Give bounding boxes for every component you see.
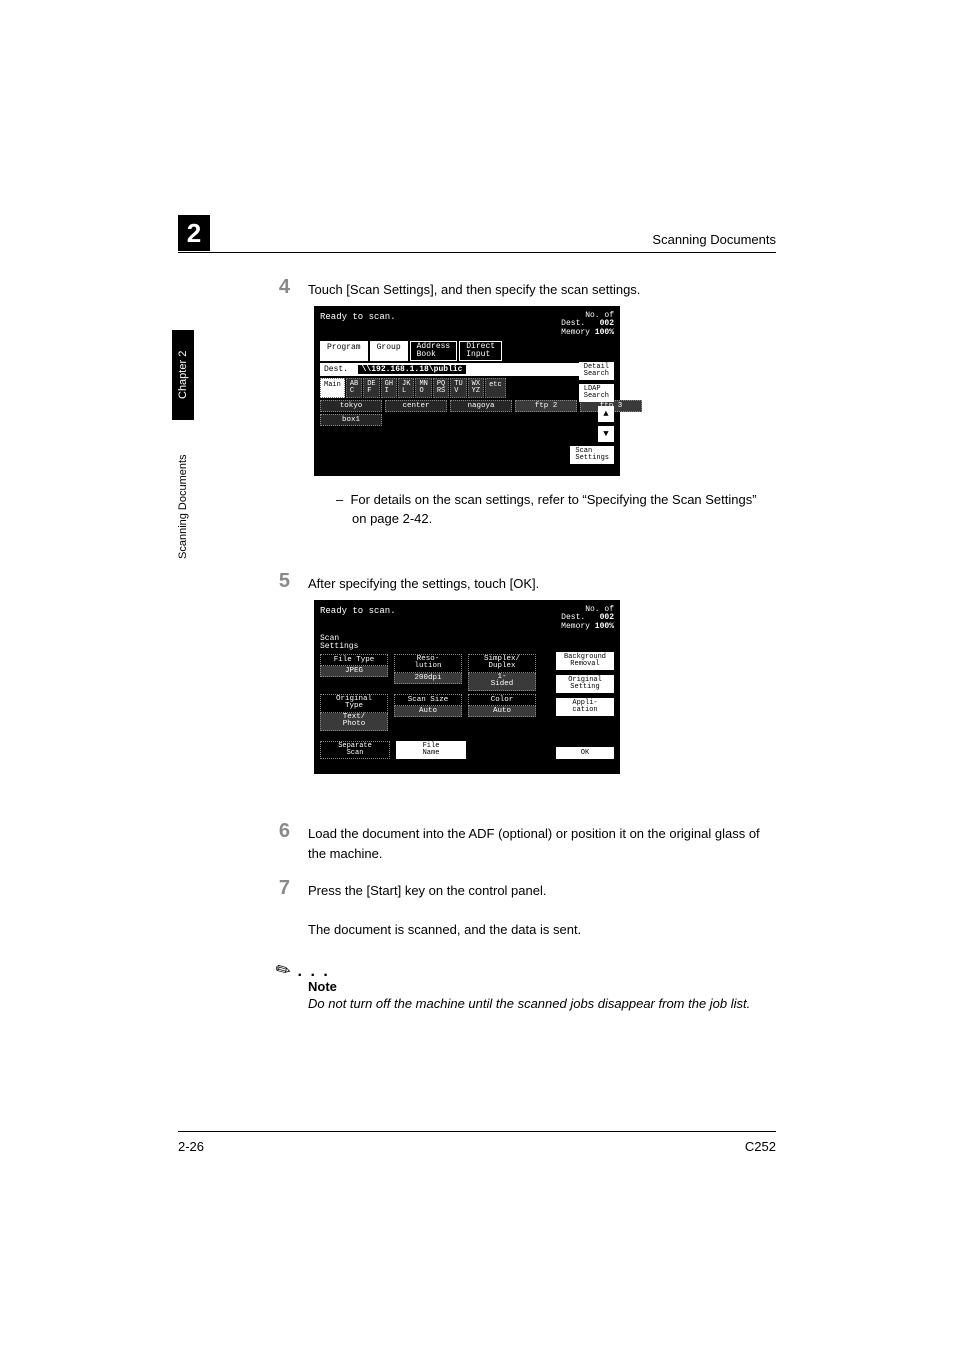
step-7: 7 Press the [Start] key on the control p…	[276, 877, 772, 940]
file-name-button[interactable]: File Name	[396, 741, 466, 759]
index-key[interactable]: PQ RS	[433, 378, 449, 398]
step-number: 5	[276, 570, 290, 593]
setting-resolution[interactable]: Reso- lution200dpi	[394, 654, 462, 691]
step-text: After specifying the settings, touch [OK…	[308, 570, 539, 594]
setting-original-type[interactable]: Original TypeText/ Photo	[320, 694, 388, 731]
index-key[interactable]: GH I	[381, 378, 397, 398]
index-key[interactable]: etc	[485, 378, 506, 398]
ldap-search-button[interactable]: LDAP Search	[579, 384, 614, 402]
step-4-detail: – For details on the scan settings, refe…	[336, 490, 772, 529]
note-heading: Note	[308, 979, 772, 994]
settings-row-3: Separate Scan File Name OK	[320, 741, 614, 759]
step-text: Press the [Start] key on the control pan…	[308, 877, 581, 940]
index-key[interactable]: DE F	[363, 378, 379, 398]
index-key[interactable]: TU V	[450, 378, 466, 398]
ok-button[interactable]: OK	[556, 747, 614, 759]
setting-scan-size[interactable]: Scan SizeAuto	[394, 694, 462, 731]
running-title: Scanning Documents	[652, 232, 776, 247]
application-button[interactable]: Appli- cation	[556, 698, 614, 716]
dest-item[interactable]: ftp 2	[515, 400, 577, 412]
lcd-ready: Ready to scan.	[320, 312, 396, 322]
lcd-ready: Ready to scan.	[320, 606, 396, 616]
index-main[interactable]: Main	[320, 378, 345, 398]
lcd-mem: No. of Dest. 002 Memory 100%	[561, 606, 614, 632]
note-block: ✎ . . . Note Do not turn off the machine…	[276, 960, 772, 1014]
page-number: 2-26	[178, 1139, 204, 1154]
header-rule	[178, 252, 776, 253]
dest-item[interactable]: tokyo	[320, 400, 382, 412]
side-tab-section: Scanning Documents	[172, 422, 194, 592]
step-text: Load the document into the ADF (optional…	[308, 820, 772, 863]
step-4: 4 Touch [Scan Settings], and then specif…	[276, 276, 772, 300]
step-number: 6	[276, 820, 290, 843]
index-key[interactable]: JK L	[398, 378, 414, 398]
tab-group[interactable]: Group	[370, 341, 408, 361]
scroll-up-icon[interactable]: ▲	[598, 406, 614, 422]
dest-item[interactable]: center	[385, 400, 447, 412]
step-6: 6 Load the document into the ADF (option…	[276, 820, 772, 863]
chapter-number-badge: 2	[178, 215, 210, 251]
original-setting-button[interactable]: Original Setting	[556, 675, 614, 693]
setting-file-type[interactable]: File TypeJPEG	[320, 654, 388, 691]
note-dots: . . .	[298, 963, 330, 980]
scroll-down-icon[interactable]: ▼	[598, 426, 614, 442]
detail-search-button[interactable]: Detail Search	[579, 362, 614, 380]
separate-scan-button[interactable]: Separate Scan	[320, 741, 390, 759]
background-removal-button[interactable]: Background Removal	[556, 652, 614, 670]
index-key[interactable]: WX YZ	[468, 378, 484, 398]
lcd-mem: No. of Dest. 002 Memory 100%	[561, 312, 614, 338]
tab-direct-input[interactable]: Direct Input	[459, 341, 502, 361]
footer-rule	[178, 1131, 776, 1132]
step-5: 5 After specifying the settings, touch […	[276, 570, 772, 594]
model-code: C252	[745, 1139, 776, 1154]
setting-color[interactable]: ColorAuto	[468, 694, 536, 731]
tab-program[interactable]: Program	[320, 341, 368, 361]
index-key[interactable]: MN O	[415, 378, 431, 398]
step-number: 4	[276, 276, 290, 299]
step-text: Touch [Scan Settings], and then specify …	[308, 276, 640, 300]
note-body: Do not turn off the machine until the sc…	[308, 994, 772, 1014]
dest-item[interactable]: nagoya	[450, 400, 512, 412]
lcd-scan-settings: Ready to scan. No. of Dest. 002 Memory 1…	[314, 600, 620, 774]
lcd-tabs: Program Group Address Book Direct Input	[320, 341, 614, 361]
setting-duplex[interactable]: Simplex/ Duplex1- Sided	[468, 654, 536, 691]
dest-item[interactable]: box1	[320, 414, 382, 426]
step-number: 7	[276, 877, 290, 900]
scan-settings-button[interactable]: Scan Settings	[570, 446, 614, 464]
index-key[interactable]: AB C	[346, 378, 362, 398]
side-tab-chapter: Chapter 2	[172, 330, 194, 420]
tab-address-book[interactable]: Address Book	[410, 341, 458, 361]
lcd-section-title: Scan Settings	[320, 635, 614, 651]
pencil-icon: ✎	[272, 957, 296, 983]
lcd-scan-dest: Ready to scan. No. of Dest. 002 Memory 1…	[314, 306, 620, 476]
